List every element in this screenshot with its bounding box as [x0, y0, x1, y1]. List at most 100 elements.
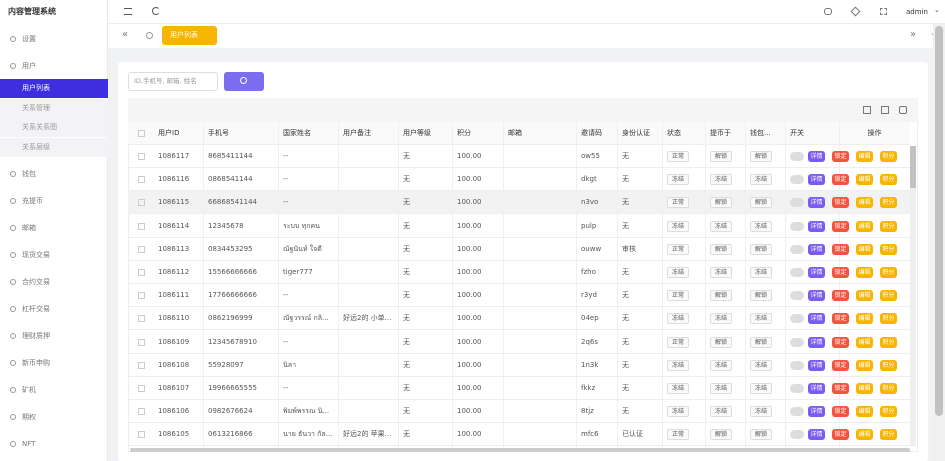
status-tag[interactable]: 正常 — [667, 151, 690, 162]
checkbox[interactable] — [138, 292, 145, 300]
wallet-tag[interactable]: 冻结 — [750, 313, 773, 325]
withdraw-tag[interactable]: 冻结 — [710, 220, 733, 232]
submenu-item[interactable]: 用户列表 — [0, 79, 108, 98]
status-tag[interactable]: 冻结 — [667, 174, 690, 186]
wallet-tag[interactable]: 冻结 — [750, 359, 773, 371]
checkbox[interactable] — [138, 408, 145, 416]
action-button[interactable]: 锁定 — [832, 313, 849, 325]
menu-item[interactable]: 新币申购 — [0, 353, 108, 373]
menu-item[interactable]: 邮箱 — [0, 218, 108, 238]
print-icon[interactable] — [899, 106, 907, 114]
action-button[interactable]: 详情 — [808, 429, 825, 441]
status-tag[interactable]: 冻结 — [667, 383, 690, 394]
checkbox[interactable] — [138, 385, 145, 392]
wallet-tag[interactable]: 解锁 — [750, 243, 773, 255]
toggle[interactable] — [790, 175, 804, 185]
action-button[interactable]: 详情 — [808, 406, 825, 418]
checkbox[interactable] — [138, 269, 145, 276]
wallet-tag[interactable]: 解锁 — [750, 290, 773, 302]
wallet-tag[interactable]: 冻结 — [750, 174, 773, 186]
withdraw-tag[interactable]: 解锁 — [710, 290, 733, 302]
toggle[interactable] — [790, 221, 804, 231]
tab-right[interactable]: » — [910, 29, 917, 40]
toggle[interactable] — [790, 244, 804, 254]
action-button[interactable]: 编辑 — [856, 220, 873, 232]
theme-icon[interactable] — [824, 8, 832, 15]
status-tag[interactable]: 正常 — [667, 429, 690, 441]
menu-item[interactable]: 设置 — [0, 29, 108, 49]
action-button[interactable]: 编辑 — [856, 429, 873, 441]
toggle[interactable] — [790, 337, 804, 347]
action-button[interactable]: 锁定 — [832, 290, 849, 302]
wallet-tag[interactable]: 解锁 — [750, 336, 773, 348]
withdraw-tag[interactable]: 解锁 — [710, 429, 733, 441]
tab-left[interactable]: « — [122, 29, 129, 40]
action-button[interactable]: 详情 — [808, 197, 825, 209]
action-button[interactable]: 锁定 — [832, 220, 849, 232]
checkbox[interactable] — [138, 222, 145, 230]
checkbox[interactable] — [138, 199, 145, 207]
status-tag[interactable]: 冻结 — [667, 313, 690, 325]
checkbox[interactable] — [138, 315, 145, 323]
submenu-item[interactable]: 关系管理 — [0, 98, 108, 118]
status-tag[interactable]: 正常 — [667, 336, 690, 348]
action-button[interactable]: 编辑 — [856, 267, 873, 278]
action-button[interactable]: 锁定 — [832, 243, 849, 255]
action-button[interactable]: 编辑 — [856, 197, 873, 209]
wallet-tag[interactable]: 解锁 — [750, 429, 773, 441]
menu-item[interactable]: 用户 — [0, 56, 108, 76]
action-button[interactable]: 积分 — [880, 174, 897, 186]
menu-item[interactable]: 钱包 — [0, 164, 108, 184]
withdraw-tag[interactable]: 冻结 — [710, 313, 733, 325]
toggle[interactable] — [790, 360, 804, 370]
menu-item[interactable]: 理财质押 — [0, 326, 108, 346]
action-button[interactable]: 详情 — [808, 220, 825, 232]
action-button[interactable]: 编辑 — [856, 383, 873, 394]
action-button[interactable]: 详情 — [808, 151, 825, 162]
tag-icon[interactable] — [850, 6, 861, 17]
action-button[interactable]: 锁定 — [832, 174, 849, 186]
action-button[interactable]: 锁定 — [832, 267, 849, 278]
action-button[interactable]: 锁定 — [832, 359, 849, 371]
submenu-item[interactable]: 关系层级 — [0, 137, 108, 157]
wallet-tag[interactable]: 冻结 — [750, 406, 773, 418]
toggle[interactable] — [790, 384, 804, 393]
action-button[interactable]: 详情 — [808, 313, 825, 325]
active-tab[interactable]: 用户列表 — [162, 26, 217, 45]
home-tab[interactable] — [146, 32, 153, 39]
action-button[interactable]: 详情 — [808, 359, 825, 371]
action-button[interactable]: 积分 — [880, 267, 897, 278]
toggle[interactable] — [790, 152, 804, 161]
action-button[interactable]: 积分 — [880, 429, 897, 441]
action-button[interactable]: 详情 — [808, 336, 825, 348]
action-button[interactable]: 锁定 — [832, 197, 849, 209]
menu-item[interactable]: 期权 — [0, 407, 108, 427]
status-tag[interactable]: 冻结 — [667, 406, 690, 418]
action-button[interactable]: 详情 — [808, 290, 825, 302]
action-button[interactable]: 编辑 — [856, 313, 873, 325]
menu-item[interactable]: 现货交易 — [0, 245, 108, 265]
toggle[interactable] — [790, 430, 804, 440]
search-button[interactable] — [224, 72, 264, 91]
withdraw-tag[interactable]: 冻结 — [710, 406, 733, 418]
menu-item[interactable]: 杠杆交易 — [0, 299, 108, 319]
status-tag[interactable]: 正常 — [667, 197, 690, 209]
action-button[interactable]: 积分 — [880, 220, 897, 232]
menu-item[interactable]: 合约交易 — [0, 272, 108, 292]
action-button[interactable]: 积分 — [880, 313, 897, 325]
menu-toggle[interactable] — [124, 8, 132, 15]
action-button[interactable]: 锁定 — [832, 151, 849, 162]
withdraw-tag[interactable]: 解锁 — [710, 243, 733, 255]
action-button[interactable]: 积分 — [880, 290, 897, 302]
status-tag[interactable]: 冻结 — [667, 267, 690, 278]
withdraw-tag[interactable]: 冻结 — [710, 359, 733, 371]
wallet-tag[interactable]: 解锁 — [750, 197, 773, 209]
action-button[interactable]: 详情 — [808, 383, 825, 394]
checkbox[interactable] — [138, 361, 145, 369]
withdraw-tag[interactable]: 解锁 — [710, 336, 733, 348]
action-button[interactable]: 积分 — [880, 197, 897, 209]
wallet-tag[interactable]: 冻结 — [750, 383, 773, 394]
action-button[interactable]: 积分 — [880, 406, 897, 418]
action-button[interactable]: 详情 — [808, 174, 825, 186]
action-button[interactable]: 锁定 — [832, 336, 849, 348]
